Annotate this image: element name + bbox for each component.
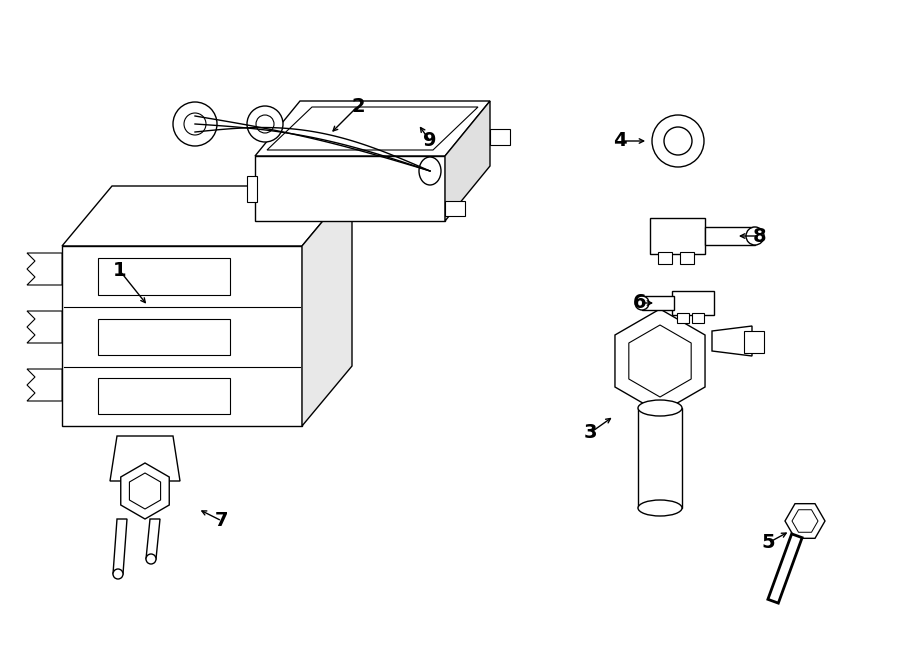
Bar xyxy=(705,227,755,245)
Bar xyxy=(255,156,445,221)
Bar xyxy=(744,331,764,353)
Circle shape xyxy=(652,115,704,167)
Text: 6: 6 xyxy=(634,293,647,313)
Polygon shape xyxy=(490,128,510,145)
Bar xyxy=(98,379,230,414)
Bar xyxy=(650,218,705,254)
Ellipse shape xyxy=(146,554,156,564)
Text: 2: 2 xyxy=(351,97,364,116)
Polygon shape xyxy=(121,463,169,519)
Polygon shape xyxy=(712,326,752,356)
Text: 7: 7 xyxy=(215,512,229,531)
Ellipse shape xyxy=(638,500,682,516)
Polygon shape xyxy=(445,101,490,221)
Ellipse shape xyxy=(419,157,441,185)
Polygon shape xyxy=(110,436,180,481)
Circle shape xyxy=(263,120,279,137)
Polygon shape xyxy=(302,186,352,426)
Circle shape xyxy=(173,102,217,146)
Bar xyxy=(672,291,714,315)
Bar xyxy=(677,313,689,323)
Ellipse shape xyxy=(635,296,649,310)
Polygon shape xyxy=(146,519,160,559)
Ellipse shape xyxy=(638,400,682,416)
Bar xyxy=(98,319,230,355)
Polygon shape xyxy=(629,325,691,397)
Text: 9: 9 xyxy=(423,132,436,151)
Polygon shape xyxy=(113,519,127,574)
Polygon shape xyxy=(27,369,62,401)
Polygon shape xyxy=(792,510,818,532)
Text: 8: 8 xyxy=(753,227,767,245)
Bar xyxy=(658,252,672,264)
Bar xyxy=(642,296,674,310)
Text: 4: 4 xyxy=(613,132,626,151)
Bar xyxy=(680,252,694,264)
Circle shape xyxy=(184,113,206,135)
Bar xyxy=(62,246,302,426)
Bar xyxy=(247,176,257,202)
Polygon shape xyxy=(62,186,352,246)
Text: 1: 1 xyxy=(113,262,127,280)
Polygon shape xyxy=(615,309,705,413)
Polygon shape xyxy=(130,473,160,509)
Circle shape xyxy=(247,106,283,142)
Bar xyxy=(638,408,682,508)
Circle shape xyxy=(256,115,274,133)
Polygon shape xyxy=(445,201,465,216)
Polygon shape xyxy=(255,101,490,156)
Polygon shape xyxy=(27,253,62,285)
Ellipse shape xyxy=(746,227,764,245)
Circle shape xyxy=(664,127,692,155)
Text: 3: 3 xyxy=(583,424,597,442)
Polygon shape xyxy=(785,504,825,538)
Bar xyxy=(692,313,704,323)
Ellipse shape xyxy=(113,569,123,579)
Text: 5: 5 xyxy=(761,533,775,553)
Polygon shape xyxy=(27,311,62,343)
Bar xyxy=(98,258,230,295)
